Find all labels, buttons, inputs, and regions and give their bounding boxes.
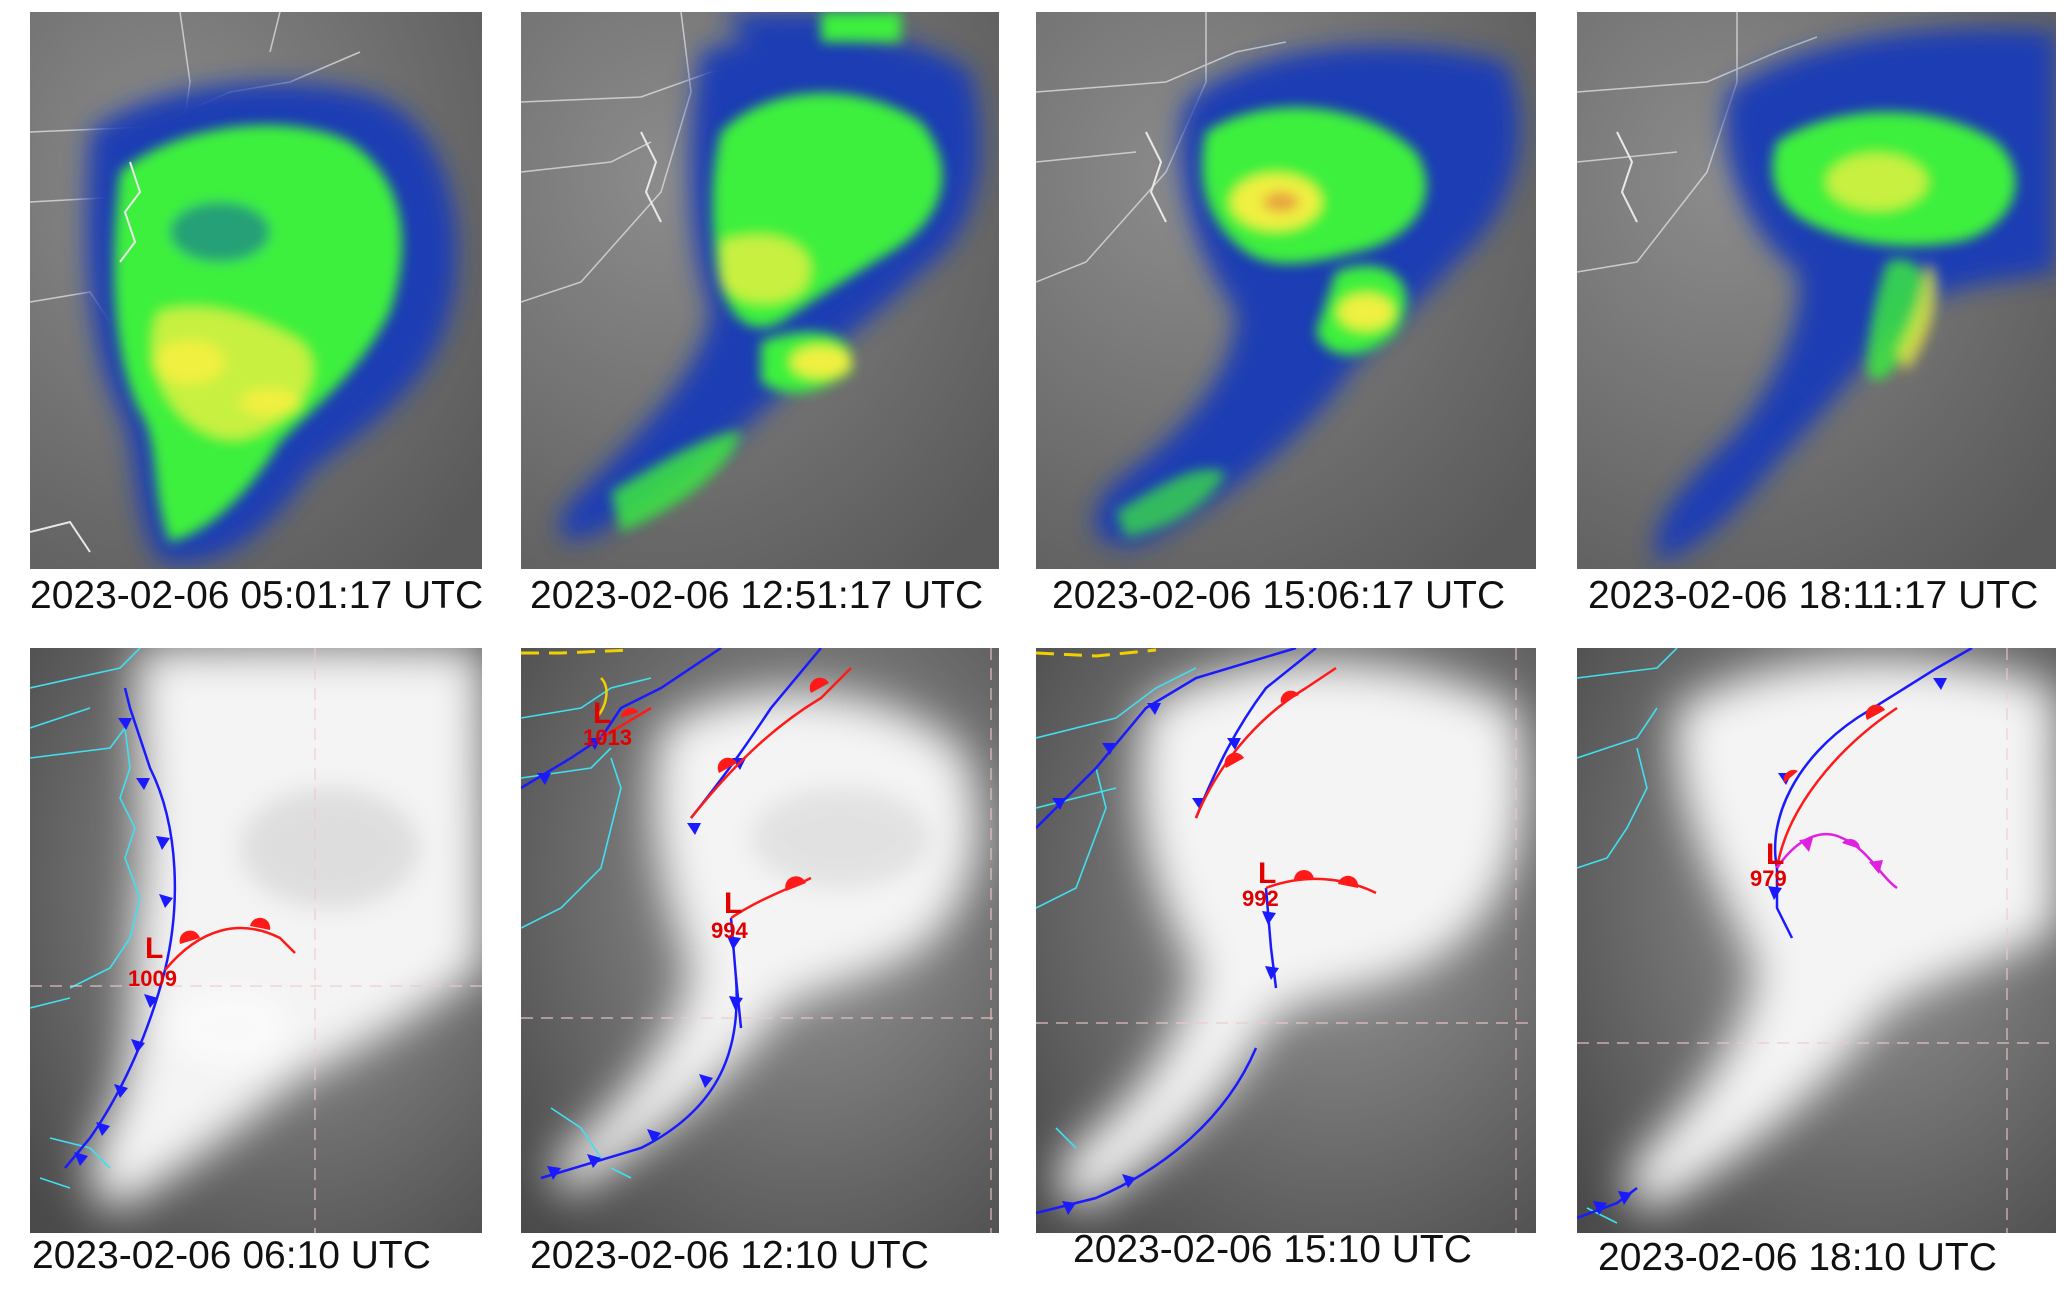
visible-satellite-image-2: L 994 L 1013: [521, 648, 999, 1233]
panel-2-top-caption: 2023-02-06 12:51:17 UTC: [530, 574, 984, 617]
svg-text:L: L: [724, 887, 742, 920]
panel-2-bottom-caption: 2023-02-06 12:10 UTC: [530, 1234, 929, 1277]
ir-satellite-image-4: [1577, 12, 2056, 569]
svg-text:L: L: [1258, 857, 1276, 890]
visible-satellite-panel-2: L 994 L 1013: [521, 648, 999, 1233]
svg-text:L: L: [145, 932, 163, 965]
low-pressure-label-1: 1009: [128, 966, 177, 991]
ir-satellite-panel-1: [30, 12, 482, 569]
panel-1-bottom-caption: 2023-02-06 06:10 UTC: [32, 1234, 431, 1277]
visible-satellite-image-3: L 992: [1036, 648, 1536, 1233]
panel-1-top-caption: 2023-02-06 05:01:17 UTC: [30, 574, 484, 617]
low-pressure-label-2: 994: [711, 918, 748, 943]
panel-3-top-caption: 2023-02-06 15:06:17 UTC: [1052, 574, 1506, 617]
low-pressure-label-4: 979: [1750, 866, 1787, 891]
high-pressure-label-2: 1013: [583, 725, 632, 750]
visible-satellite-panel-3: L 992: [1036, 648, 1536, 1233]
ir-satellite-image-2: [521, 12, 999, 569]
ir-satellite-panel-4: [1577, 12, 2056, 569]
visible-satellite-image-4: L 979: [1577, 648, 2056, 1233]
ir-satellite-panel-3: [1036, 12, 1536, 569]
panel-4-bottom-caption: 2023-02-06 18:10 UTC: [1598, 1236, 1997, 1279]
visible-satellite-panel-4: L 979: [1577, 648, 2056, 1233]
ir-satellite-image-1: [30, 12, 482, 569]
panel-3-bottom-caption: 2023-02-06 15:10 UTC: [1073, 1228, 1472, 1271]
svg-text:L: L: [1766, 838, 1784, 871]
visible-satellite-image-1: L 1009: [30, 648, 482, 1233]
visible-satellite-panel-1: L 1009: [30, 648, 482, 1233]
ir-satellite-image-3: [1036, 12, 1536, 569]
svg-text:L: L: [593, 697, 611, 730]
ir-satellite-panel-2: [521, 12, 999, 569]
low-pressure-label-3: 992: [1242, 886, 1279, 911]
panel-4-top-caption: 2023-02-06 18:11:17 UTC: [1588, 574, 2039, 617]
